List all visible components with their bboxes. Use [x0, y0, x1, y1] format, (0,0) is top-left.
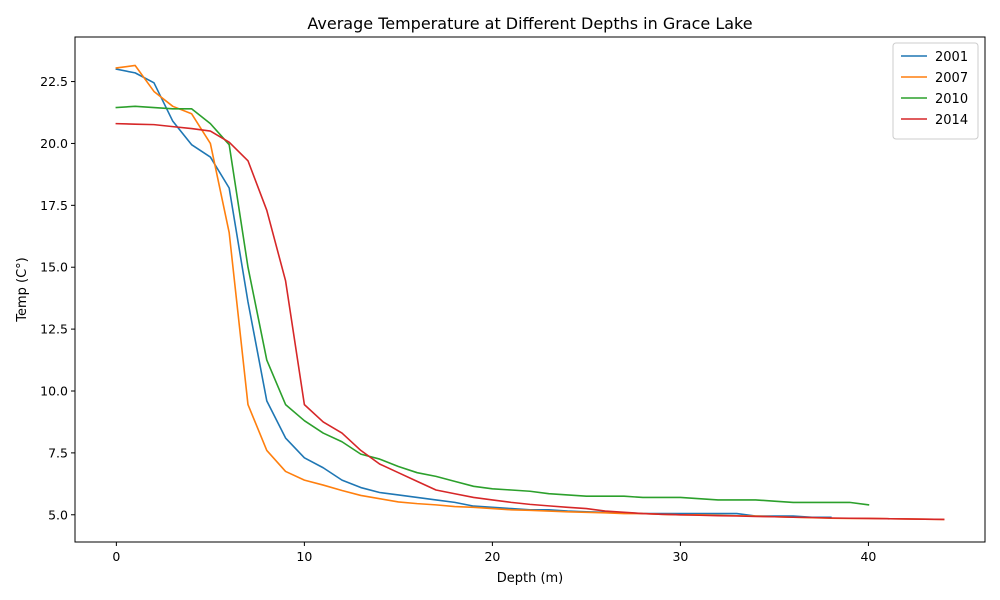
x-tick-label: 10 — [296, 549, 312, 564]
y-tick-label: 7.5 — [48, 445, 68, 460]
y-axis-title: Temp (C°) — [15, 257, 30, 323]
legend-label-2010: 2010 — [935, 92, 968, 107]
x-tick-label: 30 — [672, 549, 688, 564]
x-tick-label: 0 — [112, 549, 120, 564]
y-tick-label: 10.0 — [40, 383, 68, 398]
y-tick-label: 12.5 — [40, 322, 68, 337]
legend-label-2001: 2001 — [935, 50, 968, 65]
legend-label-2007: 2007 — [935, 71, 968, 86]
x-axis-title: Depth (m) — [497, 571, 564, 586]
y-tick-label: 20.0 — [40, 136, 68, 151]
series-line-2001 — [115, 68, 832, 519]
series-line-2014 — [115, 122, 945, 521]
y-tick-label: 5.0 — [48, 507, 68, 522]
x-tick-label: 20 — [484, 549, 500, 564]
series-line-2010 — [115, 105, 870, 506]
legend: 2001 2007 2010 2014 — [892, 42, 979, 140]
y-tick-label: 22.5 — [40, 74, 68, 89]
plot-frame — [74, 36, 986, 543]
y-tick-label: 15.0 — [40, 260, 68, 275]
y-tick-label: 17.5 — [40, 198, 68, 213]
legend-label-2014: 2014 — [935, 113, 968, 128]
legend-box — [892, 42, 979, 140]
x-axis: 0 10 20 30 40 — [112, 542, 876, 564]
plot-area — [115, 64, 945, 521]
y-axis: 5.0 7.5 10.0 12.5 15.0 17.5 20.0 22.5 — [40, 74, 75, 522]
x-tick-label: 40 — [860, 549, 876, 564]
chart-title: Average Temperature at Different Depths … — [307, 14, 752, 33]
